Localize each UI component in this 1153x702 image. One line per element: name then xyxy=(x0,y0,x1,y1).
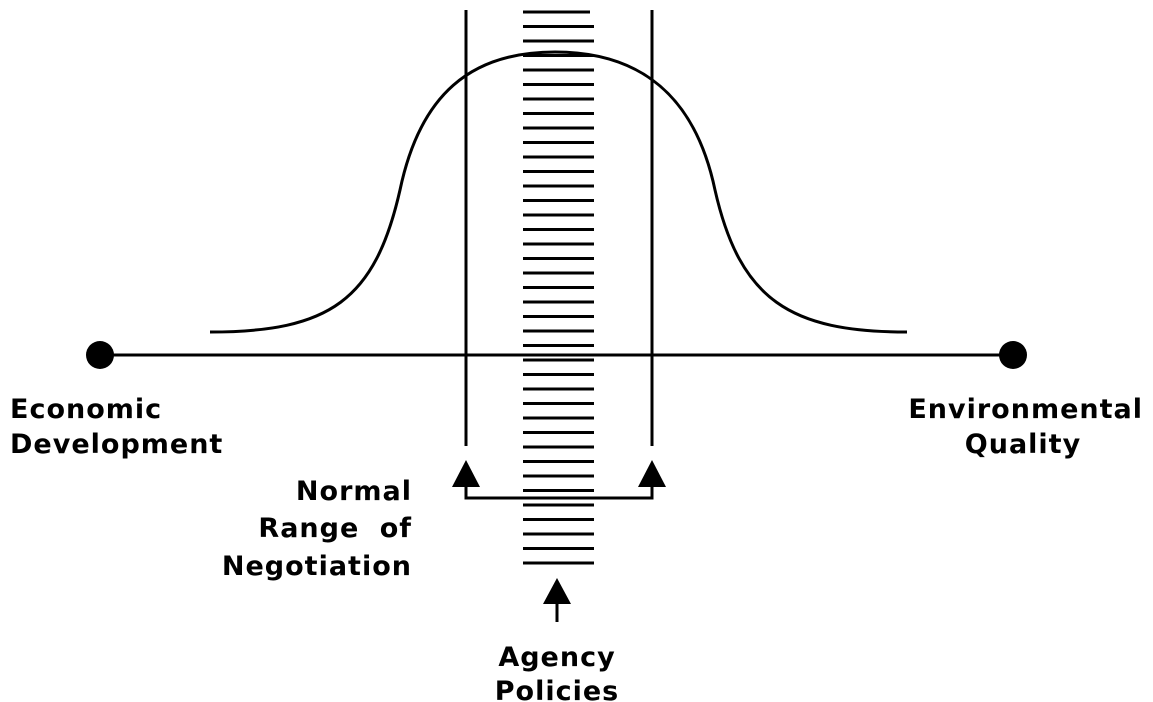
left-endpoint xyxy=(86,341,114,369)
label: Range of xyxy=(258,513,412,544)
label: Environmental xyxy=(908,394,1143,425)
arrow-head xyxy=(638,460,666,487)
label: Economic xyxy=(10,394,162,425)
label: Policies xyxy=(495,676,620,702)
arrow-head xyxy=(452,460,480,487)
right-endpoint xyxy=(999,341,1027,369)
agency-policy-band xyxy=(523,10,594,565)
label: Quality xyxy=(965,429,1081,460)
label: Normal xyxy=(296,476,412,507)
label: Negotiation xyxy=(222,551,412,582)
range-bracket xyxy=(464,487,654,500)
arrow-head xyxy=(543,578,571,604)
distribution-curve xyxy=(209,50,908,334)
label: Agency xyxy=(498,642,615,673)
label: Development xyxy=(10,429,223,460)
